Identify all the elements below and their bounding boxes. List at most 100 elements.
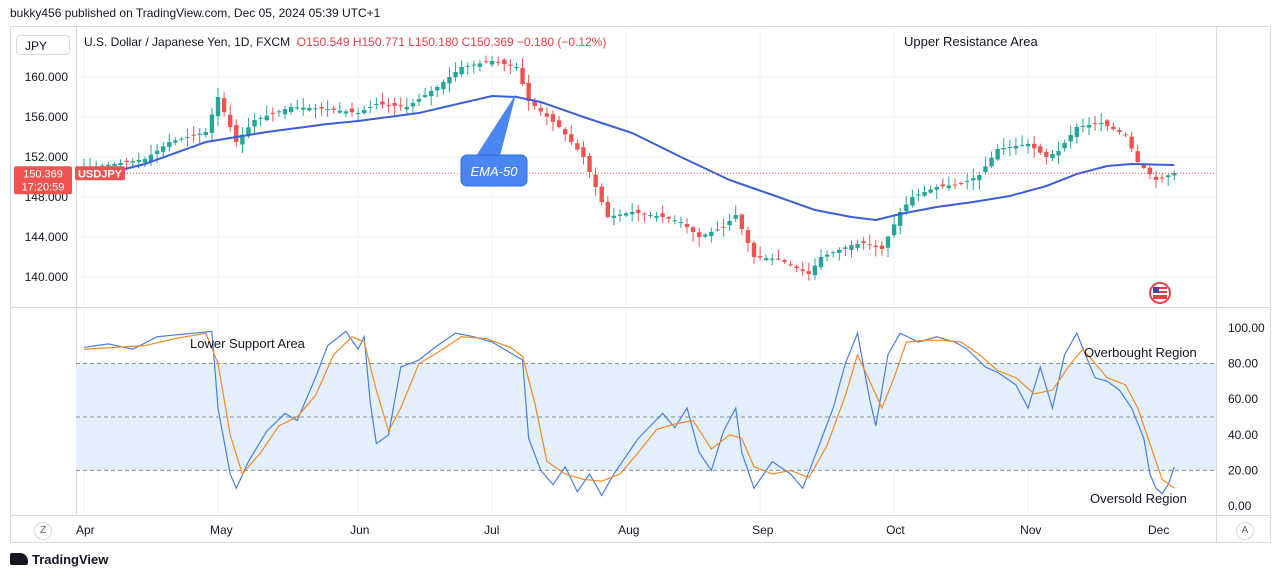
candle-body — [812, 265, 818, 276]
countdown-label: 17:20:59 — [22, 181, 65, 193]
stoch-tick-label: 20.00 — [1228, 463, 1258, 477]
candle-body — [1013, 146, 1019, 149]
candle-body — [818, 257, 824, 268]
ticker-label: USDJPY — [78, 168, 123, 180]
candle-body — [386, 104, 391, 106]
publisher-line: bukky456 published on TradingView.com, D… — [10, 6, 381, 20]
candle-body — [307, 108, 312, 111]
stoch-tick-label: 100.00 — [1228, 321, 1265, 335]
candle-body — [897, 212, 903, 226]
currency-selector[interactable]: JPY — [16, 35, 70, 55]
ohlc-high: H150.771 — [352, 35, 405, 49]
candle-body — [361, 110, 367, 114]
stoch-d-line — [83, 332, 1175, 489]
brand-footer: TradingView — [10, 552, 108, 567]
candle-body — [124, 160, 129, 162]
candle-body — [252, 120, 257, 127]
candle-body — [703, 234, 708, 237]
time-tick-label: Apr — [76, 523, 95, 537]
candle-body — [1159, 177, 1165, 179]
candle-body — [154, 150, 160, 154]
candle-body — [349, 108, 355, 113]
time-tick-label: Sep — [752, 523, 774, 537]
candle-body — [374, 104, 379, 105]
candle-body — [660, 213, 665, 217]
candle-body — [477, 63, 483, 67]
candle-body — [690, 227, 696, 232]
ohlc-close: C150.369 — [461, 35, 514, 49]
candle-body — [1044, 151, 1049, 157]
candle-body — [599, 186, 604, 202]
candle-body — [964, 181, 970, 182]
candle-body — [642, 213, 647, 215]
candle-body — [209, 114, 215, 133]
candle-body — [276, 111, 282, 113]
candle-body — [136, 160, 142, 162]
oversold-label: Oversold Region — [1090, 491, 1187, 506]
candle-body — [197, 133, 202, 135]
candle-body — [971, 178, 976, 181]
candle-body — [684, 224, 690, 227]
ema-callout-box — [460, 154, 528, 187]
candle-body — [185, 137, 190, 138]
candle-body — [428, 91, 434, 97]
price-tick-label: 152.000 — [25, 150, 69, 164]
candle-body — [629, 212, 635, 215]
candle-body — [806, 271, 812, 274]
candle-body — [581, 147, 586, 157]
time-tick-label: May — [210, 523, 233, 537]
candle-body — [757, 256, 763, 258]
candle-body — [301, 107, 306, 110]
symbol-description: U.S. Dollar / Japanese Yen, 1D, FXCM — [84, 35, 291, 49]
candle-body — [928, 189, 933, 193]
candle-body — [958, 183, 964, 185]
candle-body — [611, 215, 617, 218]
candle-body — [142, 159, 148, 163]
candle-body — [435, 87, 440, 91]
candle-body — [727, 221, 732, 226]
candle-body — [824, 254, 830, 257]
candle-body — [514, 67, 519, 69]
candle-body — [118, 163, 123, 166]
candle-body — [520, 67, 525, 84]
candle-body — [751, 242, 757, 257]
candle-body — [721, 226, 726, 228]
candle-body — [203, 132, 209, 136]
candle-body — [112, 163, 117, 166]
zoom-left-button[interactable]: Z — [34, 522, 52, 540]
candle-body — [416, 99, 422, 102]
price-tick-label: 140.000 — [25, 270, 69, 284]
candle-body — [952, 184, 958, 186]
candle-body — [240, 134, 245, 145]
candle-body — [1111, 126, 1116, 129]
candle-body — [1135, 151, 1140, 162]
ohlc-change: −0.180 (−0.12%) — [517, 35, 607, 49]
chart-frame — [10, 26, 1271, 543]
candle-body — [221, 98, 227, 112]
candle-body — [550, 114, 556, 122]
stoch-tick-label: 40.00 — [1228, 428, 1258, 442]
candle-body — [1050, 154, 1055, 159]
candle-body — [940, 184, 946, 187]
candle-body — [106, 164, 111, 167]
candle-body — [782, 260, 787, 262]
ohlc-open: O150.549 — [296, 35, 350, 49]
candle-body — [593, 174, 598, 187]
candle-body — [313, 108, 318, 110]
candle-body — [776, 258, 781, 260]
candle-body — [1092, 123, 1098, 125]
auto-scale-button[interactable]: A — [1236, 522, 1254, 540]
candle-body — [465, 65, 470, 67]
candles-group — [81, 55, 1177, 281]
candle-body — [404, 107, 410, 110]
candle-body — [179, 138, 184, 140]
candle-body — [623, 213, 629, 216]
candle-body — [843, 247, 848, 249]
candle-body — [861, 241, 866, 243]
candle-body — [173, 140, 178, 143]
candle-body — [526, 82, 531, 101]
stoch-tick-label: 80.00 — [1228, 356, 1258, 370]
candle-body — [770, 258, 775, 260]
candle-body — [569, 134, 574, 142]
